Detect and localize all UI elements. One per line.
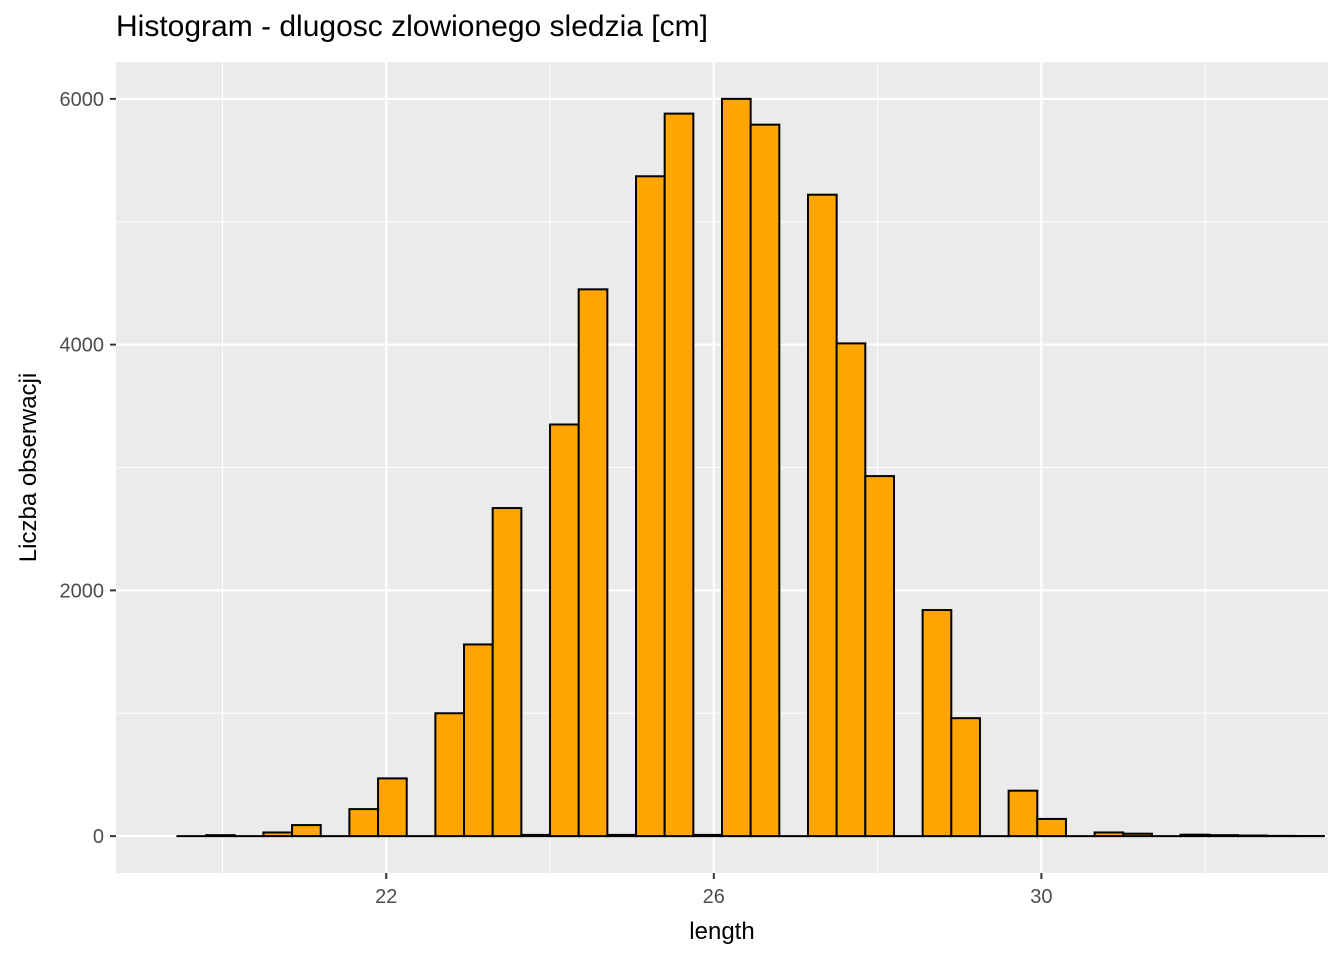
y-tick-labels: 0 2000 4000 6000	[60, 89, 105, 848]
histogram-bar	[864, 475, 895, 838]
x-tick-label: 26	[703, 886, 725, 908]
histogram-bar	[1236, 834, 1268, 838]
histogram-bar	[1208, 834, 1239, 838]
histogram-bar	[463, 643, 494, 838]
histogram-bar	[291, 824, 322, 838]
histogram-bar	[1179, 833, 1211, 838]
y-tick-label: 2000	[60, 580, 105, 602]
y-tick-label: 6000	[60, 89, 105, 111]
x-tick-label: 22	[375, 886, 397, 908]
histogram-bar	[635, 175, 666, 838]
y-tick-label: 4000	[60, 335, 105, 357]
x-tick-label: 30	[1030, 886, 1052, 908]
histogram-bar	[549, 423, 580, 838]
histogram-bar	[520, 833, 552, 838]
histogram-bar	[491, 507, 523, 838]
histogram-bar	[1007, 789, 1039, 838]
histogram-bar	[692, 833, 723, 838]
histogram-bar	[1122, 832, 1153, 838]
histogram-bar	[721, 97, 752, 838]
histogram-bar	[921, 609, 953, 838]
histogram-bar	[663, 112, 695, 838]
x-tick-labels: 22 26 30	[375, 886, 1052, 908]
x-axis-title: length	[689, 918, 754, 945]
histogram-bar	[749, 123, 781, 838]
histogram-bar	[1093, 831, 1125, 838]
histogram-bar	[950, 717, 981, 838]
y-axis-title: Liczba obserwacji	[15, 373, 42, 562]
histogram-bar	[348, 808, 380, 838]
histogram-bar	[377, 777, 408, 838]
histogram-bar	[1036, 817, 1067, 838]
histogram-bar	[262, 831, 294, 838]
histogram-bar	[606, 833, 638, 838]
histogram-bar	[205, 834, 236, 838]
axis-ticks	[110, 97, 1043, 879]
histogram-bar	[577, 288, 609, 838]
histogram-bars	[176, 97, 1325, 838]
chart-title: Histogram - dlugosc zlowionego sledzia […	[116, 10, 708, 43]
histogram-bar	[434, 712, 466, 838]
histogram-bar	[806, 193, 838, 838]
histogram-bar	[835, 342, 867, 838]
y-tick-label: 0	[93, 826, 104, 848]
